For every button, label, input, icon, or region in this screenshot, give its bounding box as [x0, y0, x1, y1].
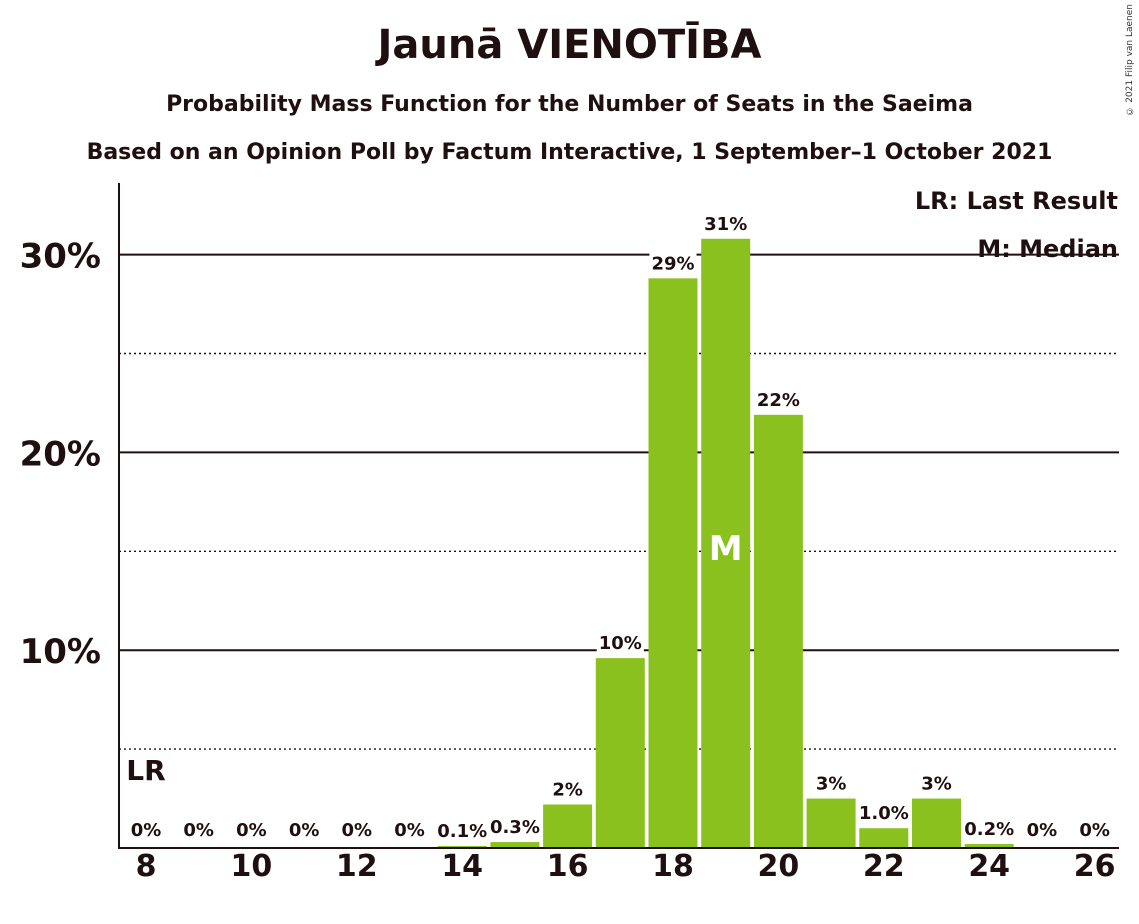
data-label-seats-8: 0% [131, 820, 162, 841]
data-label-seats-20: 22% [757, 390, 800, 411]
chart-title: Jaunā VIENOTĪBA [377, 22, 762, 68]
data-label-background [919, 773, 954, 795]
data-label-background [286, 820, 322, 841]
y-tick-label: 20% [20, 434, 101, 474]
x-tick-label: 10 [231, 849, 273, 884]
data-label-seats-24: 0.2% [964, 819, 1014, 840]
bar-seats-15 [490, 842, 540, 848]
x-tick-label: 14 [441, 849, 483, 884]
bar-seats-21 [806, 798, 856, 848]
y-tick-label: 10% [20, 632, 101, 672]
data-label-seats-21: 3% [816, 774, 847, 795]
last-result-marker: LR [126, 754, 165, 787]
data-label-seats-13: 0% [394, 820, 425, 841]
legend-last-result: LR: Last Result [915, 187, 1118, 215]
data-label-seats-12: 0% [342, 820, 373, 841]
data-label-seats-11: 0% [289, 820, 320, 841]
bar-seats-16 [543, 804, 593, 848]
data-label-background [754, 389, 802, 411]
data-label-background [550, 779, 585, 801]
bar-seats-22 [859, 828, 909, 848]
data-label-background [813, 773, 849, 795]
data-label-background [856, 803, 911, 825]
data-label-background [181, 820, 216, 841]
data-label-background [702, 213, 750, 235]
data-label-seats-22: 1.0% [859, 803, 909, 824]
bar-seats-20 [753, 414, 803, 848]
bar-seats-17 [595, 658, 645, 848]
data-label-background [339, 820, 375, 841]
data-label-background [962, 819, 1017, 841]
data-label-background [487, 817, 542, 839]
data-label-seats-23: 3% [921, 774, 952, 795]
data-label-background [649, 253, 697, 275]
bar-seats-23 [912, 798, 961, 848]
x-tick-label: 26 [1074, 849, 1116, 884]
legend-median: M: Median [977, 235, 1118, 263]
data-label-seats-18: 29% [651, 253, 694, 274]
chart-subtitle: Probability Mass Function for the Number… [166, 92, 973, 117]
y-tick-label: 30% [20, 237, 101, 277]
data-label-seats-19: 31% [704, 214, 747, 235]
x-tick-label: 20 [758, 849, 800, 884]
data-label-background [128, 820, 164, 841]
data-label-background [1077, 820, 1112, 841]
data-label-seats-25: 0% [1027, 820, 1058, 841]
x-tick-label: 18 [652, 849, 694, 884]
data-label-seats-16: 2% [552, 779, 583, 800]
data-label-seats-17: 10% [599, 633, 642, 654]
chart-source: Based on an Opinion Poll by Factum Inter… [86, 140, 1053, 165]
data-label-background [234, 820, 269, 841]
data-label-seats-14: 0.1% [437, 821, 487, 842]
x-tick-label: 12 [336, 849, 378, 884]
data-label-seats-9: 0% [183, 820, 214, 841]
median-marker: M [709, 529, 743, 569]
data-label-seats-15: 0.3% [490, 817, 540, 838]
data-label-seats-26: 0% [1079, 820, 1110, 841]
x-tick-label: 24 [968, 849, 1010, 884]
bar-seats-19 [701, 238, 751, 848]
data-label-background [596, 633, 644, 655]
data-label-seats-10: 0% [236, 820, 267, 841]
bar-seats-24 [964, 844, 1014, 848]
data-label-background [1024, 820, 1060, 841]
bar-seats-18 [648, 278, 698, 848]
x-tick-label: 22 [863, 849, 905, 884]
data-label-background [435, 821, 490, 843]
data-label-background [392, 820, 427, 841]
x-tick-label: 8 [136, 849, 157, 884]
x-tick-label: 16 [547, 849, 589, 884]
